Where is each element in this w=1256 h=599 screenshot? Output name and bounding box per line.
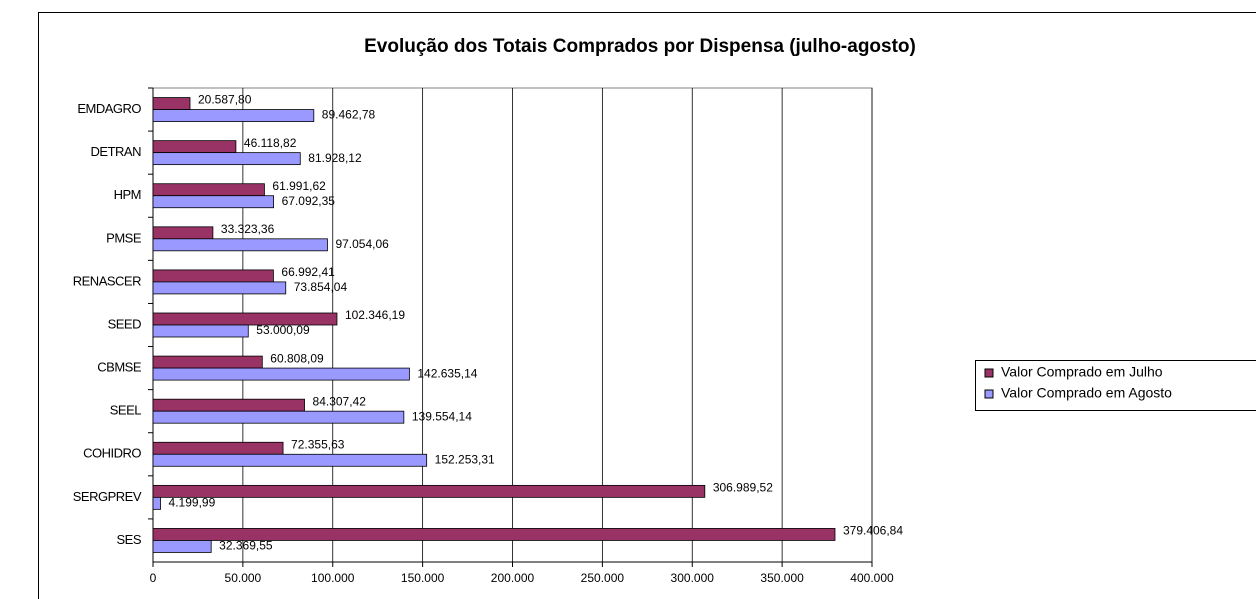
x-tick-label: 150.000 (401, 571, 445, 585)
data-label: 379.406,84 (843, 524, 903, 538)
data-label: 102.346,19 (345, 308, 405, 322)
data-label: 73.854,04 (294, 280, 348, 294)
y-tick-label: SEEL (110, 403, 142, 418)
y-tick-label: SERGPREV (73, 489, 142, 504)
data-label: 84.307,42 (313, 394, 367, 408)
bar (152, 195, 274, 209)
bar (152, 441, 284, 455)
data-label: 60.808,09 (270, 351, 324, 365)
y-tick-label: CBMSE (97, 360, 142, 375)
data-label: 67.092,35 (282, 194, 336, 208)
bar (152, 367, 410, 381)
legend-label: Valor Comprado em Agosto (1001, 385, 1172, 401)
y-tick-label: COHIDRO (83, 446, 141, 461)
data-label: 97.054,06 (335, 237, 389, 251)
bar (152, 140, 237, 154)
y-tick-label: EMDAGRO (77, 101, 141, 116)
data-label: 142.635,14 (417, 366, 477, 380)
x-tick-label: 0 (150, 571, 157, 585)
data-label: 89.462,78 (322, 108, 376, 122)
x-tick-label: 200.000 (491, 571, 535, 585)
x-tick-label: 100.000 (311, 571, 355, 585)
bar (152, 183, 265, 197)
bar (152, 269, 274, 283)
chart-title: Evolução dos Totais Comprados por Dispen… (364, 36, 916, 57)
bar (152, 355, 263, 369)
legend-label: Valor Comprado em Julho (1001, 364, 1163, 380)
bar (152, 453, 428, 467)
data-label: 152.253,31 (435, 452, 495, 466)
legend (975, 360, 1256, 411)
bar (152, 324, 249, 338)
y-tick-label: DETRAN (91, 144, 142, 159)
bar (152, 152, 301, 166)
data-label: 20.587,80 (198, 93, 252, 107)
bar (152, 109, 315, 122)
data-label: 46.118,82 (244, 136, 297, 150)
x-tick-label: 400.000 (850, 571, 894, 585)
data-label: 4.199,99 (169, 496, 216, 510)
data-label: 306.989,52 (713, 481, 773, 495)
x-tick-label: 250.000 (581, 571, 625, 585)
bar (152, 528, 836, 541)
bar (152, 281, 287, 295)
bar (152, 398, 305, 412)
bar (152, 540, 212, 553)
data-label: 33.323,36 (221, 222, 275, 236)
y-tick-label: SEED (108, 316, 142, 331)
data-label: 66.992,41 (281, 265, 335, 279)
bar (152, 484, 706, 498)
legend-swatch (984, 368, 994, 378)
data-label: 139.554,14 (412, 409, 472, 423)
x-tick-label: 50.000 (225, 571, 262, 585)
x-tick-label: 350.000 (760, 571, 804, 585)
data-label: 61.991,62 (272, 179, 326, 193)
bar (152, 238, 328, 252)
y-tick-label: RENASCER (73, 273, 141, 288)
data-label: 53.000,09 (256, 323, 310, 337)
bar (152, 226, 214, 240)
y-tick-label: SES (116, 532, 141, 547)
x-tick-label: 300.000 (671, 571, 715, 585)
bar (152, 97, 191, 110)
y-tick-label: PMSE (106, 230, 142, 245)
legend-swatch (984, 389, 994, 399)
bar (152, 496, 161, 510)
bar (152, 410, 405, 424)
data-label: 72.355,63 (291, 437, 345, 451)
data-label: 32.369,55 (219, 539, 273, 553)
y-tick-label: HPM (114, 187, 141, 202)
data-label: 81.928,12 (308, 151, 362, 165)
